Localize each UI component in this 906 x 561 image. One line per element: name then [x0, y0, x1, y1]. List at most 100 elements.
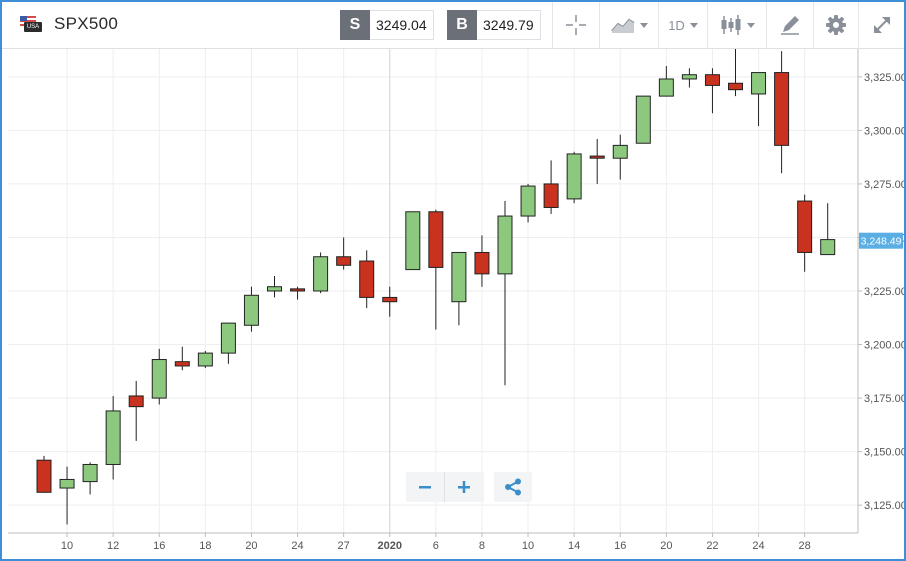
- candle: [751, 72, 767, 127]
- x-tick-label: 12: [107, 540, 119, 552]
- candlestick-icon: [721, 15, 740, 35]
- candle: [290, 286, 306, 300]
- candle-body: [382, 296, 398, 303]
- share-button-inner[interactable]: [494, 472, 532, 502]
- drawing-tools-button[interactable]: [766, 2, 813, 48]
- candle: [681, 68, 697, 88]
- y-tick-label: 3,275.00: [864, 179, 904, 191]
- sell-key: S: [340, 10, 370, 40]
- x-tick-label: 16: [153, 540, 165, 552]
- candle: [267, 276, 282, 298]
- candle-body: [290, 288, 306, 292]
- x-tick-label: 28: [799, 540, 811, 552]
- sell-price-button[interactable]: S 3249.04: [340, 10, 434, 40]
- y-tick-label: 3,150.00: [864, 447, 904, 459]
- candle-body: [220, 322, 236, 354]
- candlestick-chart[interactable]: 3,125.00 3,150.00 3,175.00 3,200.00 3,225.00…: [2, 49, 904, 559]
- buy-price-button[interactable]: B 3249.79: [447, 10, 541, 40]
- candle-body: [105, 410, 121, 465]
- candle: [359, 250, 375, 309]
- y-tick-label: 3,300.00: [864, 125, 904, 137]
- candle-body: [151, 359, 167, 399]
- buy-price: 3249.79: [477, 10, 541, 40]
- current-price-label: 3,248.49: [861, 236, 902, 248]
- candle-body: [497, 215, 513, 275]
- candle-body: [658, 78, 674, 97]
- zoom-controls: [406, 472, 484, 502]
- candle-body: [243, 294, 259, 326]
- zoom-out-button[interactable]: [406, 472, 444, 502]
- candle: [451, 251, 467, 326]
- x-tick-label: 27: [338, 540, 350, 552]
- candle-body: [428, 211, 444, 268]
- candle-body: [728, 82, 743, 91]
- candle: [543, 160, 559, 214]
- candle: [497, 201, 513, 386]
- candle-body: [174, 361, 190, 367]
- x-tick-label: 10: [522, 540, 534, 552]
- candle-body: [681, 74, 697, 80]
- candle-body: [520, 185, 536, 217]
- zoom-in-button[interactable]: [444, 472, 483, 502]
- candle: [797, 194, 813, 272]
- share-button[interactable]: [494, 472, 532, 502]
- chevron-down-icon: [639, 22, 648, 28]
- candle: [128, 380, 144, 441]
- timeframe-button[interactable]: 1D: [658, 2, 707, 48]
- candle: [313, 252, 329, 294]
- candle-body: [704, 74, 720, 86]
- candle: [336, 237, 352, 270]
- x-tick-label: 20: [245, 540, 257, 552]
- fullscreen-button[interactable]: [858, 2, 905, 48]
- candle-body: [612, 144, 628, 159]
- candle-body: [451, 251, 467, 303]
- candle: [566, 151, 582, 204]
- crosshair-icon: [566, 15, 586, 35]
- candle-style-button[interactable]: [707, 2, 766, 48]
- candle-body: [566, 153, 582, 200]
- candle-body: [797, 200, 813, 253]
- share-icon: [505, 478, 521, 496]
- instrument-symbol: SPX500: [54, 14, 119, 33]
- candle: [105, 395, 121, 480]
- candle-body: [820, 239, 836, 256]
- instrument-header: USA SPX500: [20, 14, 118, 34]
- settings-button[interactable]: [813, 2, 858, 48]
- candle: [635, 95, 651, 144]
- candle-body: [543, 183, 559, 208]
- chart-type-button[interactable]: [599, 2, 658, 48]
- candle-body: [359, 260, 375, 298]
- y-tick-label: 3,200.00: [864, 340, 904, 352]
- minus-icon: [419, 486, 431, 489]
- candle: [59, 466, 75, 525]
- candle: [658, 66, 674, 97]
- candle-body: [197, 352, 213, 367]
- area-chart-icon: [610, 18, 635, 33]
- candle: [589, 138, 605, 184]
- candle: [820, 203, 836, 256]
- x-tick-label: 2020: [378, 540, 402, 552]
- candle: [704, 68, 720, 114]
- candle-body: [405, 211, 421, 271]
- plus-icon: [458, 481, 470, 493]
- candle: [520, 183, 536, 223]
- candle-body: [474, 251, 490, 275]
- candle-body: [774, 72, 790, 146]
- x-tick-label: 6: [433, 540, 439, 552]
- candle: [220, 322, 236, 364]
- chevron-down-icon: [746, 22, 755, 28]
- candle-body: [128, 395, 144, 408]
- candle: [243, 286, 259, 332]
- pencil-icon: [781, 16, 799, 35]
- crosshair-button[interactable]: [552, 2, 599, 48]
- expand-icon: [874, 17, 890, 33]
- candle: [405, 211, 421, 271]
- candle: [174, 346, 190, 371]
- chevron-down-icon: [689, 22, 698, 28]
- candle-body: [635, 95, 651, 144]
- candle: [82, 462, 98, 495]
- gear-icon: [826, 15, 846, 35]
- candle: [774, 51, 790, 174]
- candle-body: [336, 256, 352, 266]
